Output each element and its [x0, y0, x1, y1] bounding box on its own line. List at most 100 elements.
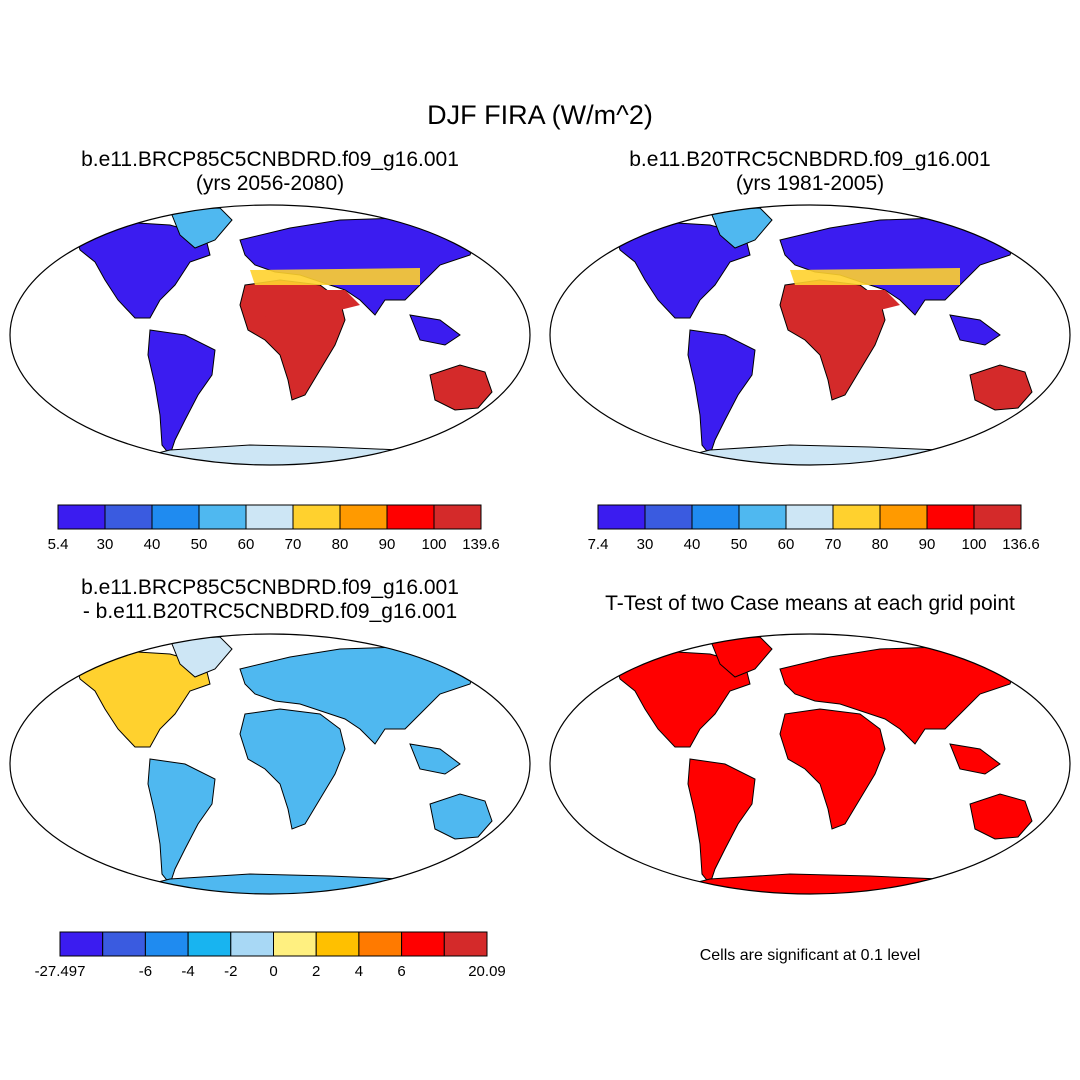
colorbar-tick-label: 50: [731, 536, 748, 553]
desert-band: [245, 290, 360, 320]
colorbar-tick-label: 90: [379, 536, 396, 553]
colorbar-box: [644, 504, 693, 530]
colorbar-tick-label: 60: [778, 536, 795, 553]
colorbar-box: [832, 504, 881, 530]
colorbar-box: [151, 504, 200, 530]
colorbar-box: [315, 931, 360, 957]
desert-band: [785, 290, 900, 320]
colorbar-difference: -27.497 -6 -4 -2 0 2 4 6 20.09: [35, 931, 506, 980]
panel-title-future-line2: (yrs 2056-2080): [195, 172, 345, 195]
colorbar-box: [386, 504, 435, 530]
colorbar-box: [245, 504, 294, 530]
colorbar-tick-label: 40: [144, 536, 161, 553]
panel-title-historical-line1: b.e11.B20TRC5CNBDRD.f09_g16.001: [629, 148, 991, 171]
panel-title-future-line1: b.e11.BRCP85C5CNBDRD.f09_g16.001: [81, 148, 459, 171]
colorbar-tick-label: 0: [269, 963, 277, 980]
colorbar-box: [59, 931, 104, 957]
land-future: [74, 207, 493, 465]
panel-title-historical-line2: (yrs 1981-2005): [735, 172, 885, 195]
colorbar-tick-label: 2: [312, 963, 320, 980]
colorbar-box: [691, 504, 740, 530]
colorbar-tick-label: 80: [332, 536, 349, 553]
map-ttest: [549, 633, 1071, 895]
colorbar-box: [433, 504, 482, 530]
panel-title-historical: b.e11.B20TRC5CNBDRD.f09_g16.001 (yrs 198…: [570, 148, 1050, 196]
continent-antarctica: [639, 444, 1012, 465]
globe-outline-ttest: [549, 633, 1071, 895]
colorbar-tick-label: 20.09: [468, 963, 506, 980]
colorbar-box: [57, 504, 106, 530]
colorbar-tick-label: 60: [238, 536, 255, 553]
colorbar-tick-label: 136.6: [1002, 536, 1040, 553]
colorbar-box: [973, 504, 1022, 530]
continent-se-asia: [409, 743, 461, 775]
continent-africa: [239, 708, 346, 830]
land-historical: [614, 207, 1033, 465]
panel-title-future: b.e11.BRCP85C5CNBDRD.f09_g16.001 (yrs 20…: [30, 148, 510, 196]
colorbar-box: [597, 504, 646, 530]
map-difference: [9, 633, 531, 895]
colorbar-box: [230, 931, 275, 957]
colorbar-box: [339, 504, 388, 530]
continent-australia: [969, 793, 1033, 840]
colorbar-tick-label: 139.6: [462, 536, 500, 553]
continent-se-asia: [409, 314, 461, 346]
midlatitude-band: [250, 268, 420, 285]
panel-title-difference-line2: - b.e11.B20TRC5CNBDRD.f09_g16.001: [82, 600, 458, 623]
colorbar-tick-label: 5.4: [48, 536, 69, 553]
map-historical: [549, 204, 1071, 466]
land-difference: [74, 636, 493, 894]
colorbar-box: [187, 931, 232, 957]
continent-se-asia: [949, 314, 1001, 346]
continent-australia: [429, 793, 493, 840]
colorbar-tick-label: 50: [191, 536, 208, 553]
globe-outline-historical: [549, 204, 1071, 466]
continent-antarctica: [639, 873, 1012, 894]
globe-outline-future: [9, 204, 531, 466]
midlatitude-band: [790, 268, 960, 285]
colorbar-tick-label: 7.4: [588, 536, 609, 553]
continent-australia: [969, 364, 1033, 411]
globe-outline-difference: [9, 633, 531, 895]
panel-title-difference-line1: b.e11.BRCP85C5CNBDRD.f09_g16.001: [81, 576, 459, 599]
colorbar-future: 5.4 30 40 50 60 70 80 90 100 139.6: [48, 504, 500, 553]
continent-antarctica: [99, 444, 472, 465]
colorbar-tick-label: 100: [961, 536, 986, 553]
continent-australia: [429, 364, 493, 411]
colorbar-tick-label: 70: [825, 536, 842, 553]
continent-south-america: [687, 758, 756, 886]
continent-antarctica: [99, 873, 472, 894]
colorbar-box: [879, 504, 928, 530]
colorbar-tick-label: -2: [224, 963, 237, 980]
colorbar-tick-label: -4: [181, 963, 194, 980]
colorbar-box: [198, 504, 247, 530]
continent-south-america: [147, 758, 216, 886]
colorbar-box: [401, 931, 445, 957]
colorbar-tick-label: 30: [97, 536, 114, 553]
colorbar-box: [273, 931, 317, 957]
colorbar-tick-label: -6: [139, 963, 152, 980]
panel-title-difference: b.e11.BRCP85C5CNBDRD.f09_g16.001 - b.e11…: [30, 576, 510, 624]
colorbar-box: [358, 931, 403, 957]
colorbar-box: [443, 931, 488, 957]
colorbar-historical: 7.4 30 40 50 60 70 80 90 100 136.6: [588, 504, 1040, 553]
colorbar-tick-label: 4: [355, 963, 363, 980]
continent-se-asia: [949, 743, 1001, 775]
colorbar-tick-label: 30: [637, 536, 654, 553]
colorbar-box: [738, 504, 787, 530]
colorbar-tick-label: 100: [421, 536, 446, 553]
main-title: DJF FIRA (W/m^2): [427, 100, 653, 130]
colorbar-tick-label: -27.497: [35, 963, 86, 980]
panel-title-ttest: T-Test of two Case means at each grid po…: [605, 592, 1015, 615]
map-future: [9, 204, 531, 466]
colorbar-tick-label: 80: [872, 536, 889, 553]
colorbar-box: [292, 504, 341, 530]
colorbar-tick-label: 6: [397, 963, 405, 980]
continent-south-america: [687, 329, 756, 457]
colorbar-box: [102, 931, 146, 957]
colorbar-tick-label: 70: [285, 536, 302, 553]
colorbar-box: [926, 504, 975, 530]
colorbar-tick-label: 90: [919, 536, 936, 553]
land-ttest: [614, 636, 1033, 894]
